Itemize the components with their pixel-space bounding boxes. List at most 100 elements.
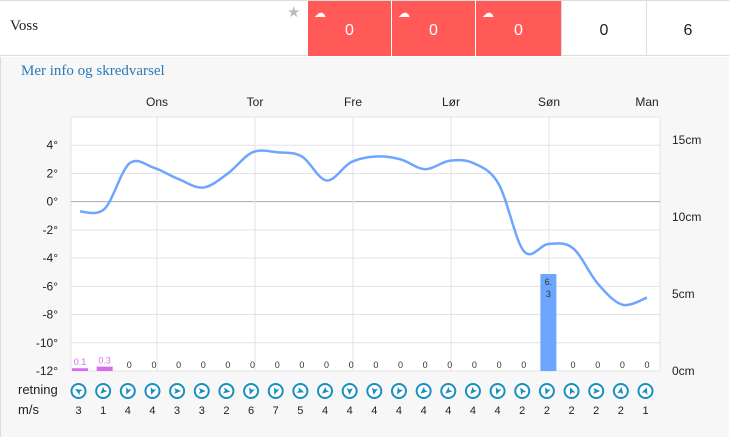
wind-speed: 4 <box>470 405 476 417</box>
temperature-line <box>79 149 648 307</box>
wind-arrow-icon <box>75 389 83 396</box>
day-label: Tor <box>247 95 264 109</box>
precip-label: 0 <box>595 360 600 370</box>
wind-arrow-icon <box>249 387 255 395</box>
wind-arrow-icon <box>641 387 648 395</box>
precip-label: 0 <box>620 360 625 370</box>
wind-arrow-icon <box>100 386 108 394</box>
wind-speed: 6 <box>248 405 254 417</box>
precip-label: 0.1 <box>74 357 87 367</box>
temp-tick: -6° <box>43 279 59 293</box>
wind-speed: 1 <box>100 405 106 417</box>
snow-cloud-icon: ☁ <box>482 6 494 20</box>
precip-label: 0 <box>644 360 649 370</box>
location-row[interactable]: Voss ★ ☁ 0 ☁ 0 ☁ 0 0 6 <box>0 0 729 56</box>
wind-speed: 4 <box>421 405 427 417</box>
day-cell-4: 0 <box>561 1 646 56</box>
wind-arrow-icon <box>273 387 280 395</box>
wind-arrow-icon <box>174 388 182 395</box>
precip-label: 0 <box>447 360 452 370</box>
precip-label: 0 <box>201 360 206 370</box>
wind-arrow-icon <box>445 386 453 394</box>
wind-arrow-icon <box>126 387 132 395</box>
day-label: Lør <box>442 95 460 109</box>
wind-speed: 4 <box>371 405 377 417</box>
wind-speed: 4 <box>125 405 131 417</box>
precip-label: 0 <box>127 360 132 370</box>
wind-speed: 4 <box>495 405 501 417</box>
wind-arrow-icon <box>371 387 378 395</box>
precip-label: 0 <box>349 360 354 370</box>
wind-speed: 4 <box>149 405 155 417</box>
wind-speed: 7 <box>273 405 279 417</box>
day-label: Ons <box>146 95 168 109</box>
precip-bar <box>72 368 88 371</box>
temp-tick: -12° <box>36 364 58 378</box>
temp-tick: 4° <box>47 138 59 152</box>
cell-value: 0 <box>514 22 523 39</box>
day-label: Søn <box>538 95 560 109</box>
day-cell-5: 6 <box>646 1 729 56</box>
wind-arrow-icon <box>569 387 576 395</box>
wind-arrow-icon <box>222 387 231 394</box>
wind-speed: 4 <box>322 405 328 417</box>
precip-label: 0 <box>571 360 576 370</box>
snow-cloud-icon: ☁ <box>398 6 410 20</box>
precip-label: 0 <box>497 360 502 370</box>
wind-speed: 3 <box>75 405 81 417</box>
wind-speed: 2 <box>544 405 550 417</box>
wind-arrow-icon <box>617 387 624 395</box>
temp-tick: -2° <box>43 223 59 237</box>
precip-label: 0 <box>324 360 329 370</box>
precip-label: 0 <box>299 360 304 370</box>
wind-speed: 2 <box>568 405 574 417</box>
temp-tick: 2° <box>47 166 59 180</box>
precip-label: 6. <box>545 277 553 287</box>
wind-speed: 1 <box>642 405 648 417</box>
wind-arrow-icon <box>495 387 502 395</box>
day-cell-1: ☁ 0 <box>307 1 391 56</box>
plot-area <box>70 116 661 372</box>
wind-arrow-icon <box>321 386 330 394</box>
precip-label: 0 <box>398 360 403 370</box>
temp-tick: -4° <box>43 251 59 265</box>
snow-cloud-icon: ☁ <box>314 6 326 20</box>
snow-tick: 0cm <box>672 364 695 378</box>
wind-arrow-icon <box>593 388 601 395</box>
wind-arrow-icon <box>150 387 157 395</box>
precip-label: 0 <box>151 360 156 370</box>
wind-direction-label: retning <box>18 382 58 397</box>
precip-label: 0 <box>521 360 526 370</box>
cell-value: 0 <box>345 22 354 39</box>
wind-arrow-icon <box>396 386 404 395</box>
wind-arrow-icon <box>545 387 551 395</box>
day-label: Fre <box>344 95 362 109</box>
precip-label: 3 <box>546 289 551 299</box>
wind-speed: 3 <box>174 405 180 417</box>
wind-speed-label: m/s <box>18 402 39 417</box>
favorite-star-icon[interactable]: ★ <box>287 4 301 21</box>
temp-tick: 0° <box>47 195 59 209</box>
precip-label: 0 <box>225 360 230 370</box>
wind-speed: 2 <box>519 405 525 417</box>
wind-arrow-icon <box>420 386 428 394</box>
wind-speed: 2 <box>618 405 624 417</box>
precip-label: 0 <box>176 360 181 370</box>
wind-speed: 2 <box>223 405 229 417</box>
wind-speed: 4 <box>445 405 451 417</box>
cell-value: 0 <box>599 22 609 39</box>
snow-tick: 5cm <box>672 287 695 301</box>
wind-speed: 4 <box>347 405 353 417</box>
snow-tick: 10cm <box>672 210 701 224</box>
day-cell-2: ☁ 0 <box>391 1 475 56</box>
temp-tick: -10° <box>36 336 58 350</box>
precip-bar <box>96 366 113 371</box>
wind-speed: 5 <box>297 405 303 417</box>
precip-label: 0 <box>250 360 255 370</box>
cell-value: 6 <box>683 22 693 39</box>
more-info-link[interactable]: Mer info og skredvarsel <box>21 63 165 79</box>
precip-label: 0 <box>423 360 428 370</box>
precip-bar <box>540 274 557 371</box>
wind-speed: 4 <box>396 405 402 417</box>
day-label: Man <box>635 95 658 109</box>
